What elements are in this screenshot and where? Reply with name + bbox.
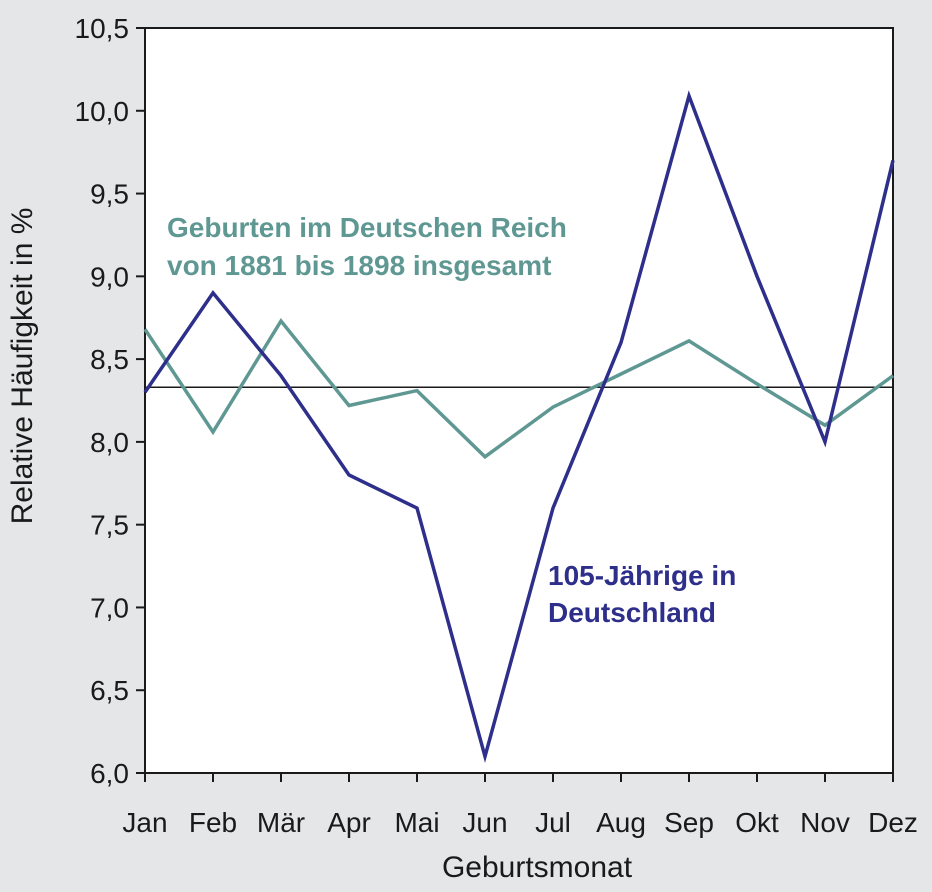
x-tick-label: Jul <box>535 807 571 838</box>
series-label-geburten-line-2: von 1881 bis 1898 insgesamt <box>167 250 551 281</box>
x-tick-label: Nov <box>800 807 850 838</box>
x-tick-label: Jan <box>122 807 167 838</box>
y-tick-label: 6,0 <box>90 758 129 789</box>
y-tick-label: 6,5 <box>90 675 129 706</box>
series-label-geburten-line-1: Geburten im Deutschen Reich <box>167 212 567 243</box>
series-label-105-line-2: Deutschland <box>548 597 716 628</box>
x-tick-label: Apr <box>327 807 371 838</box>
plot-area <box>145 28 893 773</box>
series-label-105-line-1: 105-Jährige in <box>548 560 736 591</box>
x-tick-label: Mai <box>394 807 439 838</box>
y-tick-label: 9,5 <box>90 179 129 210</box>
x-tick-label: Sep <box>664 807 714 838</box>
x-tick-label: Feb <box>189 807 237 838</box>
x-tick-label: Aug <box>596 807 646 838</box>
y-tick-label: 8,5 <box>90 344 129 375</box>
y-tick-label: 10,0 <box>75 96 130 127</box>
x-tick-label: Jun <box>462 807 507 838</box>
x-tick-label: Mär <box>257 807 305 838</box>
y-tick-label: 8,0 <box>90 427 129 458</box>
x-axis-title: Geburtsmonat <box>442 851 633 884</box>
y-tick-label: 9,0 <box>90 261 129 292</box>
y-tick-label: 7,0 <box>90 592 129 623</box>
y-tick-label: 10,5 <box>75 13 130 44</box>
y-tick-label: 7,5 <box>90 510 129 541</box>
y-axis: 6,0 6,5 7,0 7,5 8,0 8,5 9,0 9,5 10,0 10,5 <box>75 13 146 789</box>
y-axis-title: Relative Häufigkeit in % <box>6 208 39 525</box>
x-tick-label: Okt <box>735 807 779 838</box>
x-tick-label: Dez <box>868 807 918 838</box>
x-axis: Jan Feb Mär Apr Mai Jun Jul Aug Sep Okt Nov Dez <box>122 773 917 838</box>
